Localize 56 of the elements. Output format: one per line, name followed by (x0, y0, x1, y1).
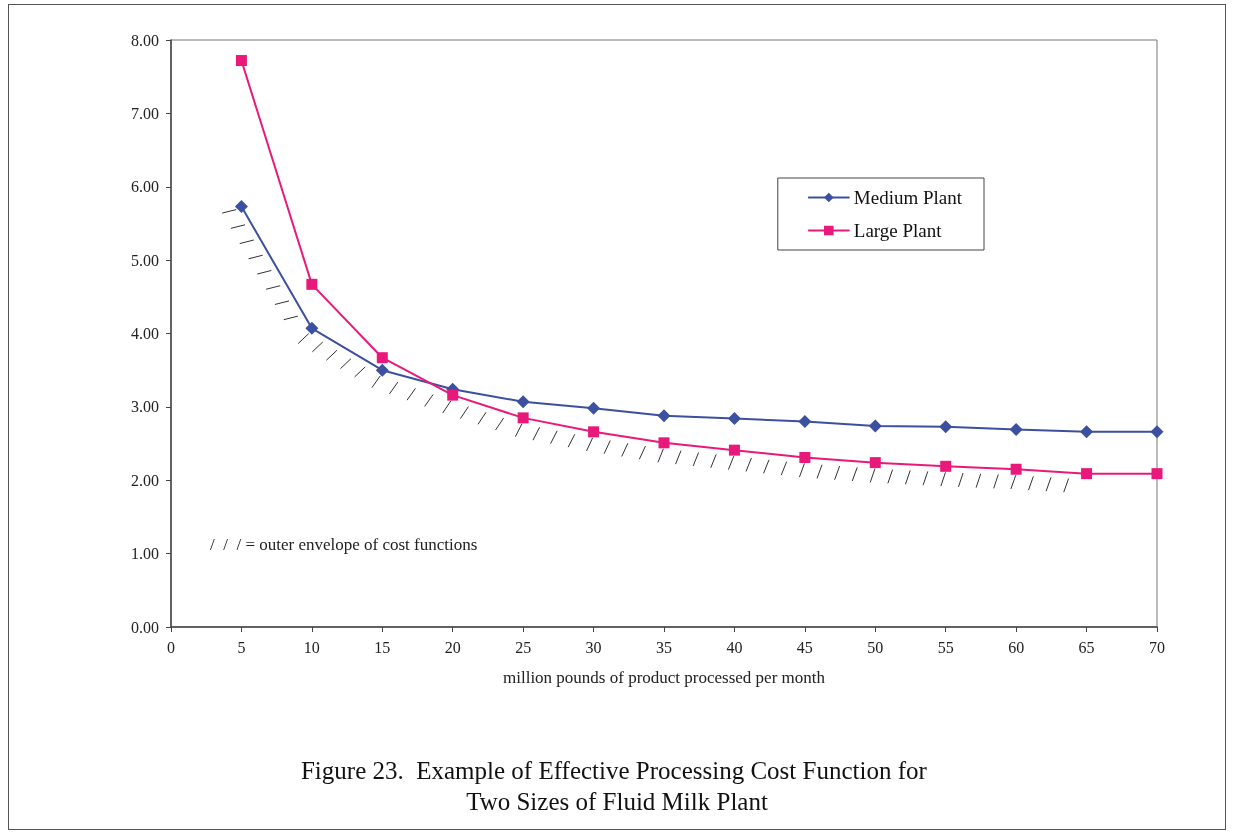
x-tick-label: 45 (796, 638, 813, 656)
x-tick-label: 65 (1078, 638, 1095, 656)
x-tick-label: 30 (585, 638, 602, 656)
x-tick-label: 60 (1008, 638, 1025, 656)
x-tick-label: 20 (444, 638, 461, 656)
x-tick-label: 70 (1149, 638, 1165, 656)
point (727, 412, 741, 426)
point (868, 419, 882, 433)
point (799, 452, 811, 463)
point (235, 55, 247, 67)
point (517, 412, 529, 424)
point (658, 437, 670, 449)
point (1151, 468, 1163, 480)
x-tick-label: 0 (167, 638, 175, 656)
x-tick-label: 40 (726, 638, 743, 656)
y-tick-label: 1.00 (131, 545, 159, 563)
y-tick-label: 0.00 (131, 618, 159, 636)
y-tick-label: 8.00 (131, 31, 159, 49)
point (939, 420, 953, 434)
point (587, 401, 601, 415)
point (940, 460, 952, 472)
x-tick-label: 50 (867, 638, 884, 656)
y-tick-label: 7.00 (131, 104, 159, 122)
point (516, 395, 530, 409)
text: Figure 23. Example of Effective Processing Cost Function for Two Sizes of Fluid Milk Plant (300, 757, 934, 815)
point (306, 278, 318, 290)
point (1009, 423, 1023, 437)
x-tick-label: 10 (303, 638, 320, 656)
annotation: / / / = outer envelope of cost functions (210, 535, 478, 554)
point (1080, 425, 1094, 439)
point (376, 352, 388, 364)
point (869, 457, 881, 469)
point (1010, 463, 1022, 475)
y-tick-label: 6.00 (131, 178, 159, 196)
legend-label: Large Plant (853, 220, 943, 241)
point (1150, 425, 1164, 439)
x-axis-title: million pounds of product processed per month (502, 668, 826, 687)
x-tick-label: 55 (937, 638, 954, 656)
x-tick-label: 5 (237, 638, 246, 656)
y-tick-label: 3.00 (131, 398, 159, 416)
legend-label: Medium Plant (853, 187, 963, 208)
point (1081, 468, 1093, 480)
y-tick-label: 2.00 (131, 471, 159, 489)
point (375, 363, 389, 377)
x-tick-label: 25 (515, 638, 532, 656)
y-tick-label: 4.00 (131, 325, 159, 342)
point (234, 200, 248, 214)
point (447, 389, 459, 401)
point (588, 426, 600, 438)
x-tick-label: 15 (374, 638, 391, 656)
point (305, 321, 319, 335)
point (798, 415, 812, 429)
point (657, 409, 671, 423)
x-tick-label: 35 (656, 638, 672, 656)
y-tick-label: 5.00 (131, 251, 159, 269)
point (728, 444, 740, 456)
